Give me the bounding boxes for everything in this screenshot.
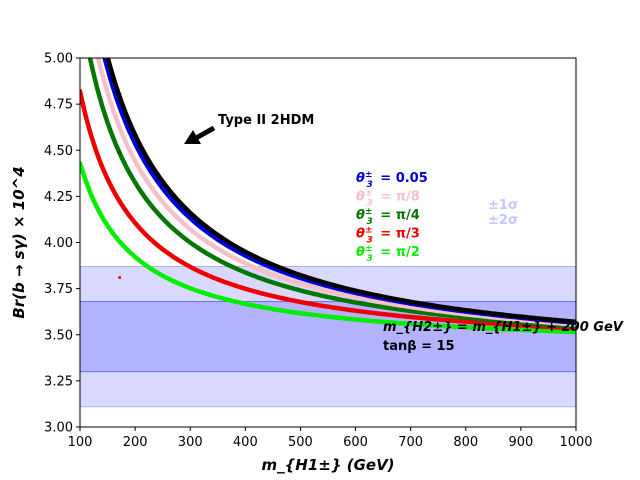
series-line-2 [87, 58, 576, 329]
y-tick-label-8: 5.00 [44, 52, 73, 67]
y-tick-label-1: 3.25 [44, 374, 73, 389]
x-tick-label-2: 300 [178, 435, 203, 450]
x-tick-label-3: 400 [233, 435, 258, 450]
band-legend-2sigma: ±2σ [488, 213, 518, 228]
y-tick-label-4: 4.00 [44, 236, 73, 251]
series-line-5 [105, 58, 576, 325]
series-line-0 [80, 160, 576, 335]
y-tick-label-2: 3.50 [44, 328, 73, 343]
x-tick-label-0: 100 [68, 435, 93, 450]
legend-item-4: θ± 3 = π/2 [356, 244, 420, 264]
series-line-3 [95, 58, 576, 327]
y-tick-label-0: 3.00 [44, 421, 73, 436]
type2-arrow-head [184, 130, 201, 144]
type2-arrow [184, 125, 216, 144]
tanbeta-label: tanβ = 15 [383, 339, 455, 354]
legend-item-1: θ± 3 = π/8 [356, 189, 420, 209]
scatter-point-1 [118, 276, 122, 280]
x-tick-label-9: 1000 [559, 435, 592, 450]
mass-relation-label: m_{H2±} = m_{H1±} + 200 GeV [383, 320, 624, 335]
y-axis-label: Br(b → sγ) × 10^4 [10, 166, 28, 318]
x-tick-label-1: 200 [123, 435, 148, 450]
y-tick-label-5: 4.25 [44, 190, 73, 205]
legend-item-3: θ± 3 = π/3 [356, 226, 420, 246]
x-tick-label-5: 600 [343, 435, 368, 450]
band-legend-1sigma: ±1σ [488, 198, 518, 213]
x-tick-label-4: 500 [288, 435, 313, 450]
y-tick-label-6: 4.50 [44, 144, 73, 159]
type2-label: Type II 2HDM [218, 113, 314, 128]
band-1sigma [80, 301, 576, 373]
plot-area [80, 58, 576, 408]
y-tick-label-7: 4.75 [44, 98, 73, 113]
x-tick-label-8: 900 [508, 435, 533, 450]
x-tick-label-6: 700 [398, 435, 423, 450]
x-axis-label: m_{H1±} (GeV) [261, 456, 394, 474]
type2-arrow-shaft [194, 125, 216, 141]
scatter-point-0 [118, 150, 122, 154]
legend-item-0: θ± 3 = 0.05 [356, 170, 428, 190]
series-line-1 [80, 88, 576, 331]
y-tick-label-3: 3.75 [44, 282, 73, 297]
legend-item-2: θ± 3 = π/4 [356, 207, 420, 227]
x-tick-label-7: 800 [453, 435, 478, 450]
